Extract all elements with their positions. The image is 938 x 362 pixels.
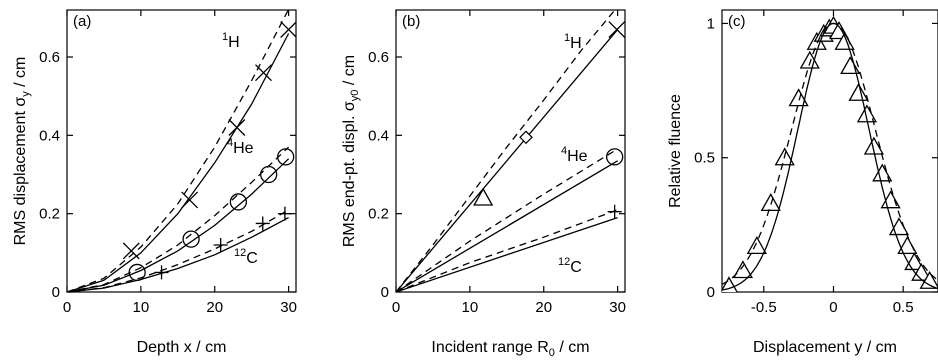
h-species-label: 1H bbox=[222, 31, 240, 51]
c-plus-marker bbox=[154, 265, 169, 280]
x-tick-label: 0 bbox=[829, 299, 837, 316]
c-solid-curve bbox=[396, 216, 618, 292]
panel-a-chart: 0 10 20 30 0 0.2 0.4 0.6 (a) Depth x / cm RMS disp… bbox=[12, 9, 297, 356]
panel-c-chart: -0.5 0 0.5 0 0.5 1 (c) Displacement y / cm Relat… bbox=[667, 9, 938, 356]
y-axis-label: RMS end-pt. displ. σy0 / cm bbox=[341, 55, 361, 247]
panel-label: (b) bbox=[402, 13, 420, 30]
he-species-label: 4He bbox=[227, 137, 254, 157]
c-plus-marker bbox=[213, 238, 228, 252]
he-circle-marker bbox=[277, 148, 295, 166]
data-triangle-marker bbox=[746, 236, 767, 254]
he-dashed-curve bbox=[67, 146, 290, 292]
fluence-solid-curve bbox=[722, 22, 938, 291]
he-species-label: 4He bbox=[561, 145, 588, 165]
data-triangle-marker bbox=[722, 276, 738, 292]
he-circle-marker bbox=[606, 148, 624, 166]
he-circle-marker bbox=[229, 193, 248, 211]
h-x-marker bbox=[181, 191, 199, 209]
x-axis-label: Incident range R0 / cm bbox=[431, 339, 589, 359]
y-tick-label: 0.4 bbox=[368, 127, 389, 144]
c-dashed-curve bbox=[396, 209, 618, 292]
plot-frame bbox=[395, 9, 626, 293]
he-circle-marker bbox=[260, 165, 278, 184]
y-tick-label: 1 bbox=[707, 15, 715, 32]
c-plus-marker bbox=[255, 216, 270, 231]
y-axis-label: Relative fluence bbox=[667, 94, 684, 208]
h-dashed-curve bbox=[67, 10, 289, 292]
y-tick-label: 0.2 bbox=[39, 206, 60, 223]
x-tick-label: 20 bbox=[535, 299, 552, 316]
h-x-marker bbox=[608, 21, 625, 39]
panel-label: (c) bbox=[728, 13, 746, 30]
x-tick-label: 0.5 bbox=[893, 299, 914, 316]
data-triangle-marker bbox=[732, 260, 754, 279]
y-tick-label: 0.5 bbox=[694, 150, 715, 167]
c-plus-marker bbox=[277, 206, 292, 221]
h-solid-curve bbox=[396, 29, 619, 292]
data-triangle-marker bbox=[760, 193, 781, 212]
x-tick-label: 10 bbox=[462, 299, 479, 316]
plot-frame bbox=[66, 9, 297, 293]
y-tick-label: 0.6 bbox=[39, 49, 60, 66]
c-plus-marker bbox=[607, 204, 622, 219]
data-triangle-marker bbox=[919, 270, 938, 289]
data-triangle-marker bbox=[788, 88, 809, 107]
plot-area bbox=[67, 10, 296, 292]
c-dashed-curve bbox=[67, 209, 289, 292]
data-triangle-marker bbox=[840, 56, 861, 75]
y-tick-label: 0 bbox=[707, 284, 715, 301]
y-tick-label: 0 bbox=[52, 284, 60, 301]
h-x-marker bbox=[255, 64, 272, 82]
y-tick-label: 0.4 bbox=[39, 127, 60, 144]
y-tick-label: 0.2 bbox=[368, 206, 389, 223]
x-axis-label: Displacement y / cm bbox=[753, 339, 897, 356]
x-tick-label: 20 bbox=[206, 299, 223, 316]
plot-frame bbox=[721, 9, 938, 293]
he-solid-curve bbox=[67, 158, 290, 292]
plot-area bbox=[396, 10, 625, 292]
x-tick-label: -0.5 bbox=[751, 299, 777, 316]
c-species-label: 12C bbox=[234, 247, 258, 267]
he-circle-marker bbox=[182, 230, 200, 248]
panel-label: (a) bbox=[73, 13, 91, 30]
panel-b-chart: 0 10 20 30 0 0.2 0.4 0.6 (b) Incident range R0 / … bbox=[341, 9, 626, 359]
x-tick-label: 30 bbox=[609, 299, 626, 316]
y-tick-label: 0.6 bbox=[368, 49, 389, 66]
h-diamond-marker bbox=[519, 130, 533, 145]
x-tick-label: 30 bbox=[280, 299, 297, 316]
x-tick-label: 10 bbox=[133, 299, 150, 316]
he-dashed-curve bbox=[396, 148, 618, 292]
plot-area bbox=[722, 15, 938, 292]
data-triangle-marker bbox=[872, 163, 893, 182]
c-species-label: 12C bbox=[558, 256, 582, 276]
x-axis-label: Depth x / cm bbox=[137, 339, 227, 356]
h-triangle-marker bbox=[473, 187, 494, 206]
data-triangle-marker bbox=[897, 236, 918, 254]
h-dashed-curve bbox=[396, 10, 616, 292]
he-solid-curve bbox=[396, 160, 618, 292]
x-tick-label: 0 bbox=[392, 299, 400, 316]
h-x-marker bbox=[280, 21, 296, 39]
h-x-marker bbox=[228, 119, 246, 136]
h-species-label: 1H bbox=[564, 32, 582, 52]
h-solid-curve bbox=[67, 33, 290, 292]
y-axis-label: RMS displacement σy / cm bbox=[12, 57, 32, 246]
data-triangle-marker bbox=[848, 82, 869, 101]
y-tick-label: 0 bbox=[381, 284, 389, 301]
x-tick-label: 0 bbox=[63, 299, 71, 316]
h-x-marker bbox=[122, 242, 140, 260]
